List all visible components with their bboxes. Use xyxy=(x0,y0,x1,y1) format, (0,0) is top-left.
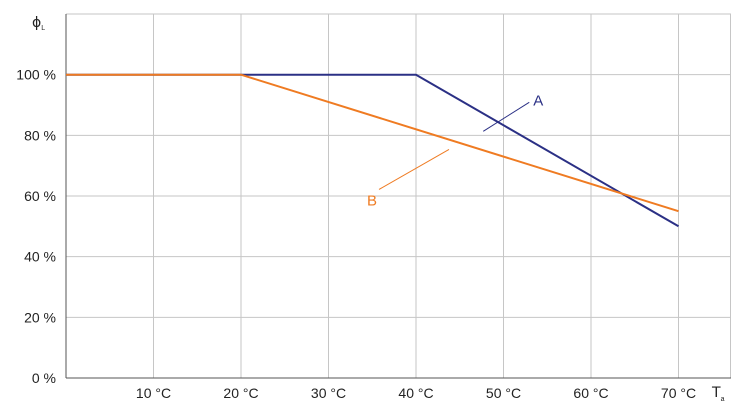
y-axis-label: ϕL xyxy=(32,15,45,32)
x-tick-label: 40 °C xyxy=(398,385,433,401)
x-axis-label: Ta xyxy=(711,385,725,402)
x-tick-label: 10 °C xyxy=(136,385,171,401)
x-axis-subscript: a xyxy=(721,396,725,402)
y-tick-label: 100 % xyxy=(16,67,56,83)
series-lines xyxy=(66,73,680,228)
series-line-b xyxy=(66,73,679,213)
x-axis-symbol: T xyxy=(711,385,721,401)
callout-line-b xyxy=(378,149,450,190)
x-tick-label: 50 °C xyxy=(486,385,521,401)
series-label-a: A xyxy=(533,92,543,109)
x-tick-label: 30 °C xyxy=(311,385,346,401)
tick-labels: 10 °C 20 °C 30 °C 40 °C 50 °C 60 °C 70 °C 0 % 20… xyxy=(16,67,696,401)
x-tick-label: 60 °C xyxy=(573,385,608,401)
x-tick-label: 20 °C xyxy=(223,385,258,401)
series-callouts: AB xyxy=(367,92,543,209)
series-label-b: B xyxy=(367,192,377,209)
callout-line-a xyxy=(482,101,530,132)
y-tick-label: 80 % xyxy=(24,127,56,143)
y-tick-label: 40 % xyxy=(24,249,56,265)
y-tick-label: 20 % xyxy=(24,309,56,325)
y-axis-symbol: ϕ xyxy=(32,15,41,31)
y-tick-label: 0 % xyxy=(32,370,56,386)
y-tick-label: 60 % xyxy=(24,188,56,204)
y-axis-subscript: L xyxy=(41,25,45,32)
x-tick-label: 70 °C xyxy=(661,385,696,401)
